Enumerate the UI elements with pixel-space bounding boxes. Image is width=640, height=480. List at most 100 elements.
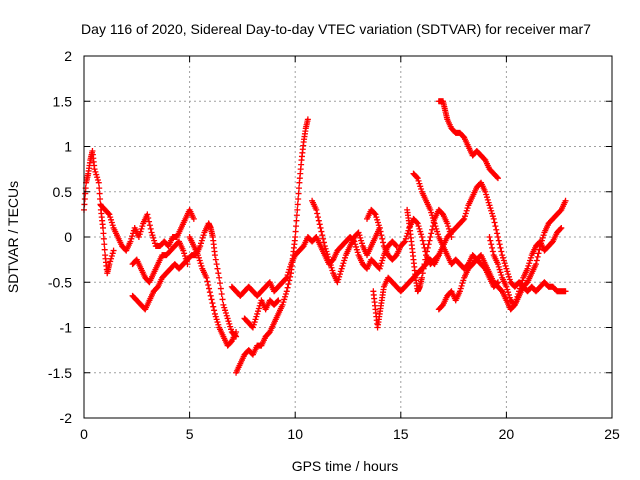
- data-point: [314, 210, 321, 217]
- data-point: [422, 256, 429, 263]
- data-point: [327, 262, 334, 269]
- y-tick-label: -1.5: [48, 365, 72, 381]
- data-point: [491, 219, 498, 226]
- data-point: [418, 274, 425, 281]
- data-point: [227, 323, 234, 330]
- series-arc8: [241, 297, 282, 331]
- data-point: [429, 212, 436, 219]
- data-point: [425, 241, 432, 248]
- data-point: [487, 205, 494, 212]
- series-arc1: [81, 148, 117, 277]
- data-point: [190, 215, 197, 222]
- data-point: [527, 254, 534, 261]
- data-point: [293, 217, 300, 224]
- data-point: [494, 234, 501, 240]
- data-point: [498, 248, 505, 255]
- data-point: [287, 273, 294, 280]
- data-point: [100, 224, 107, 231]
- data-point: [279, 301, 286, 308]
- data-point: [315, 217, 322, 224]
- data-point: [448, 234, 455, 240]
- data-point: [540, 232, 547, 239]
- data-point: [489, 244, 496, 251]
- data-point: [181, 250, 188, 257]
- data-point: [376, 265, 383, 272]
- data-point: [416, 180, 423, 187]
- data-point: [339, 262, 346, 269]
- data-point: [224, 315, 231, 322]
- series-arc9: [309, 197, 383, 286]
- series-arc2: [97, 202, 197, 254]
- data-point: [251, 319, 258, 326]
- data-point: [505, 271, 512, 278]
- data-point: [482, 188, 489, 195]
- data-point: [336, 273, 343, 280]
- data-point: [502, 262, 509, 269]
- data-point: [93, 171, 100, 178]
- data-point: [205, 281, 212, 288]
- data-point: [294, 206, 301, 213]
- data-point: [374, 216, 381, 223]
- data-point: [431, 220, 438, 227]
- data-point: [320, 239, 327, 246]
- data-point: [485, 199, 492, 206]
- data-point: [501, 260, 508, 267]
- data-point: [418, 234, 425, 240]
- data-point: [225, 318, 232, 325]
- data-point: [282, 291, 289, 298]
- data-point: [415, 177, 422, 184]
- data-point: [275, 297, 282, 304]
- data-point: [514, 293, 521, 300]
- data-point: [127, 238, 134, 245]
- y-tick-label: 1: [64, 139, 72, 155]
- data-point: [109, 222, 116, 229]
- data-point: [527, 257, 534, 264]
- data-point: [513, 296, 520, 303]
- data-point: [354, 249, 361, 256]
- data-point: [489, 213, 496, 220]
- data-point: [417, 228, 424, 235]
- x-tick-label: 10: [287, 426, 303, 442]
- data-point: [145, 214, 152, 221]
- data-point: [211, 252, 218, 259]
- data-point: [100, 235, 107, 242]
- data-point: [198, 262, 205, 269]
- data-point: [492, 223, 499, 230]
- data-point: [96, 190, 103, 197]
- data-point: [562, 288, 569, 295]
- data-point: [414, 220, 421, 227]
- data-point: [214, 265, 221, 272]
- data-point: [253, 313, 260, 320]
- data-point: [255, 308, 262, 315]
- data-point: [419, 270, 426, 277]
- data-point: [413, 219, 420, 226]
- data-point: [206, 285, 213, 292]
- data-point: [460, 216, 467, 223]
- data-point: [355, 229, 362, 236]
- data-point: [95, 179, 102, 186]
- data-point: [486, 202, 493, 209]
- grid-layer: [84, 56, 612, 418]
- data-point: [101, 241, 108, 248]
- x-tick-label: 5: [186, 426, 194, 442]
- axis-ticks: 0 5 10 15 20 25 -2 -1.5 -1 -0.5 0 0.5 1 1.5 2: [48, 48, 620, 442]
- data-point: [497, 269, 504, 276]
- data-point: [252, 316, 259, 323]
- data-point: [525, 262, 532, 269]
- data-point: [494, 175, 501, 182]
- data-point: [219, 296, 226, 303]
- data-point: [402, 235, 409, 242]
- data-point: [376, 224, 383, 231]
- data-point: [324, 251, 331, 258]
- data-point: [293, 223, 300, 230]
- data-point: [526, 260, 533, 267]
- data-point: [319, 232, 326, 239]
- data-point: [358, 237, 365, 244]
- data-point: [494, 230, 501, 237]
- data-point: [421, 261, 428, 268]
- y-tick-label: -1: [60, 320, 73, 336]
- data-point: [282, 275, 289, 282]
- data-point: [204, 278, 211, 285]
- data-point: [500, 254, 507, 261]
- data-point: [420, 265, 427, 272]
